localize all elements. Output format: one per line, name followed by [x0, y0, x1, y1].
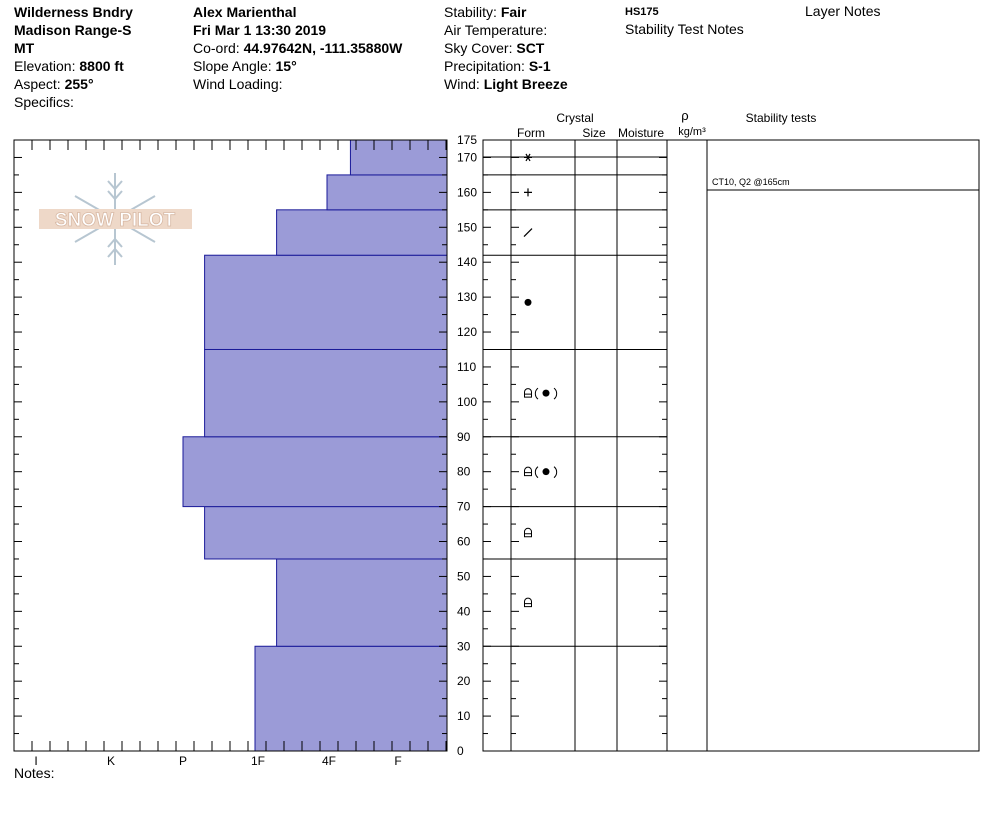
air-temperature: Air Temperature:	[444, 22, 548, 38]
hardness-bar	[204, 254, 448, 350]
height-tick-label: 130	[457, 290, 477, 304]
density-symbol: ρ	[681, 108, 688, 123]
height-tick-label: 150	[457, 220, 477, 234]
observer-name: Alex Marienthal	[193, 4, 297, 20]
stroke	[523, 228, 533, 237]
layer-notes-heading: Layer Notes	[805, 3, 881, 19]
height-tick-label: 110	[457, 360, 476, 374]
coordinates: Co-ord: 44.97642N, -111.35880W	[193, 40, 403, 56]
location-line-2: Madison Range-S	[14, 22, 132, 38]
observation-datetime: Fri Mar 1 13:30 2019	[193, 22, 327, 38]
hardness-tick-label: K	[107, 754, 115, 768]
stability-tests-heading: Stability tests	[746, 111, 817, 125]
height-tick-label: 170	[457, 150, 477, 164]
height-tick-label: 175	[457, 133, 477, 147]
slope-angle: Slope Angle: 15°	[193, 58, 297, 74]
hardness-tick-label: F	[394, 754, 401, 768]
dot	[542, 389, 550, 397]
wind-loading: Wind Loading:	[193, 76, 283, 92]
melt-form-icon	[524, 298, 532, 306]
hardness-bar	[204, 348, 448, 438]
height-tick-label: 120	[457, 325, 477, 339]
paren-left	[534, 387, 539, 400]
stroke	[524, 527, 532, 538]
form-heading: Form	[517, 126, 545, 140]
stability-test-notes-heading: Stability Test Notes	[625, 21, 744, 37]
paren-left	[534, 466, 539, 479]
stroke	[524, 388, 532, 398]
height-tick-label: 20	[457, 674, 471, 688]
decomposing-icon	[523, 228, 533, 237]
rounding-faceted-melt-icon	[524, 466, 558, 479]
height-tick-label: 50	[457, 569, 471, 583]
stability: Stability: Fair	[444, 4, 527, 20]
notes-label: Notes:	[14, 765, 55, 781]
stability-test-result: CT10, Q2 @165cm	[712, 177, 790, 187]
stroke	[524, 597, 532, 608]
hardness-tick-label: I	[34, 754, 37, 768]
hardness-tick-label: 1F	[251, 754, 265, 768]
dot	[524, 298, 532, 306]
moisture-heading: Moisture	[618, 126, 664, 140]
height-tick-label: 80	[457, 465, 471, 479]
site-info: Wilderness Bndry Madison Range-S MT Elev…	[14, 3, 133, 111]
aspect: Aspect: 255°	[14, 76, 94, 92]
rounding-faceted-melt-icon	[524, 387, 558, 400]
rounding-faceted-icon	[524, 527, 532, 538]
conditions-info: Stability: Fair Air Temperature: Sky Cov…	[444, 3, 568, 93]
hardness-bar	[349, 139, 448, 176]
wind: Wind: Light Breeze	[444, 76, 568, 92]
height-tick-label: 140	[457, 255, 477, 269]
snowpilot-logo: SNOW PILOT	[39, 173, 192, 265]
sky-cover: Sky Cover: SCT	[444, 40, 545, 56]
stroke	[524, 466, 532, 477]
height-tick-label: 60	[457, 535, 471, 549]
height-tick-label: 90	[457, 430, 471, 444]
precip-particles-icon	[524, 188, 532, 197]
layer-table-frame	[482, 139, 980, 752]
height-tick-label: 0	[457, 744, 464, 758]
stroke	[524, 153, 532, 162]
height-tick-label: 160	[457, 185, 477, 199]
height-tick-label: 40	[457, 604, 471, 618]
observer-info: Alex Marienthal Fri Mar 1 13:30 2019 Co-…	[193, 3, 402, 93]
surface-hoar-or-new-icon	[524, 153, 532, 162]
density-unit: kg/m³	[678, 126, 706, 138]
paren-right	[553, 387, 558, 400]
logo-text: SNOW PILOT	[55, 210, 176, 231]
height-tick-label: 100	[457, 395, 477, 409]
precipitation: Precipitation: S-1	[444, 58, 551, 74]
hardness-bar	[276, 209, 448, 256]
height-tick-label: 70	[457, 500, 471, 514]
dot	[542, 468, 550, 476]
height-tick-label: 30	[457, 639, 471, 653]
height-tick-label: 10	[457, 709, 471, 723]
hardness-bar	[326, 174, 448, 211]
location-line-1: Wilderness Bndry	[14, 4, 133, 20]
stroke	[524, 188, 532, 197]
paren-right	[553, 466, 558, 479]
hardness-bar	[254, 645, 448, 752]
hardness-bar	[182, 436, 448, 508]
hardness-tick-label: 4F	[322, 754, 336, 768]
hardness-bar	[204, 506, 448, 560]
crystal-heading: Crystal	[556, 111, 593, 125]
snow-height: HS175	[625, 6, 659, 18]
logo-band	[39, 209, 192, 229]
location-line-3: MT	[14, 40, 35, 56]
size-heading: Size	[582, 126, 606, 140]
hardness-tick-label: P	[179, 754, 187, 768]
rounding-faceted-icon	[524, 597, 532, 608]
specifics: Specifics:	[14, 94, 74, 110]
hardness-bar	[276, 558, 448, 647]
elevation: Elevation: 8800 ft	[14, 58, 124, 74]
